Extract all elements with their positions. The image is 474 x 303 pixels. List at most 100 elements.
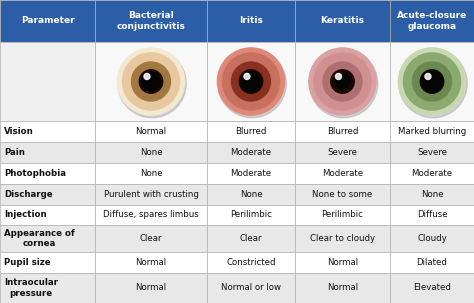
Bar	[0, 225, 95, 252]
Text: Severe: Severe	[328, 148, 357, 157]
Text: Normal: Normal	[327, 258, 358, 267]
Bar	[0, 142, 95, 163]
Circle shape	[218, 49, 286, 118]
Text: None: None	[140, 169, 162, 178]
Bar	[390, 205, 474, 225]
Bar	[295, 163, 390, 184]
Bar	[207, 225, 295, 252]
Text: Clear to cloudy: Clear to cloudy	[310, 234, 375, 243]
Circle shape	[241, 72, 261, 92]
Bar	[0, 42, 95, 122]
Bar	[390, 0, 474, 42]
Circle shape	[399, 48, 465, 115]
Bar	[95, 225, 207, 252]
Bar	[0, 0, 95, 42]
Text: Constricted: Constricted	[226, 258, 276, 267]
Bar	[0, 205, 95, 225]
Bar	[295, 142, 390, 163]
Text: Normal: Normal	[327, 284, 358, 292]
Circle shape	[335, 74, 350, 89]
Bar	[295, 0, 390, 42]
Bar	[0, 163, 95, 184]
Bar	[295, 42, 390, 122]
Circle shape	[239, 70, 263, 93]
Bar	[95, 142, 207, 163]
Text: Normal or low: Normal or low	[221, 284, 281, 292]
Circle shape	[425, 73, 431, 79]
Bar	[207, 163, 295, 184]
Bar	[207, 205, 295, 225]
Circle shape	[421, 71, 443, 92]
Circle shape	[399, 49, 467, 118]
Text: Moderate: Moderate	[322, 169, 363, 178]
Circle shape	[412, 62, 451, 101]
Circle shape	[139, 70, 163, 93]
Text: Diffuse: Diffuse	[417, 210, 447, 219]
Text: Appearance of
cornea: Appearance of cornea	[4, 229, 75, 248]
Text: None: None	[240, 190, 262, 199]
Circle shape	[142, 72, 160, 91]
Circle shape	[331, 70, 354, 93]
Circle shape	[403, 53, 461, 110]
Bar	[390, 252, 474, 273]
Text: Clear: Clear	[240, 234, 262, 243]
Text: Acute-closure
glaucoma: Acute-closure glaucoma	[397, 11, 467, 31]
Text: Normal: Normal	[136, 127, 166, 136]
Circle shape	[336, 73, 341, 79]
Circle shape	[309, 49, 378, 118]
Circle shape	[118, 49, 186, 118]
Text: Moderate: Moderate	[230, 148, 272, 157]
Text: Diffuse, spares limbus: Diffuse, spares limbus	[103, 210, 199, 219]
Text: Cloudy: Cloudy	[417, 234, 447, 243]
Circle shape	[420, 70, 444, 93]
Bar	[390, 225, 474, 252]
Circle shape	[144, 73, 150, 79]
Bar	[295, 273, 390, 303]
Circle shape	[309, 48, 376, 115]
Bar	[295, 205, 390, 225]
Text: Marked blurring: Marked blurring	[398, 127, 466, 136]
Text: Moderate: Moderate	[411, 169, 453, 178]
Circle shape	[231, 62, 271, 101]
Bar	[0, 184, 95, 205]
Bar	[95, 184, 207, 205]
Bar	[207, 0, 295, 42]
Bar	[207, 42, 295, 122]
Text: Perilimbic: Perilimbic	[321, 210, 364, 219]
Text: Normal: Normal	[136, 284, 166, 292]
Text: Clear: Clear	[140, 234, 162, 243]
Bar	[207, 122, 295, 142]
Circle shape	[131, 62, 171, 101]
Text: Moderate: Moderate	[230, 169, 272, 178]
Text: Iritis: Iritis	[239, 16, 263, 25]
Text: Intraocular
pressure: Intraocular pressure	[4, 278, 58, 298]
Bar	[95, 42, 207, 122]
Circle shape	[122, 53, 180, 110]
Text: None: None	[140, 148, 162, 157]
Text: Perilimbic: Perilimbic	[230, 210, 272, 219]
Text: None to some: None to some	[312, 190, 373, 199]
Circle shape	[314, 53, 371, 110]
Bar	[390, 42, 474, 122]
Bar	[207, 142, 295, 163]
Text: Blurred: Blurred	[235, 127, 267, 136]
Bar	[95, 252, 207, 273]
Bar	[207, 252, 295, 273]
Text: Photophobia: Photophobia	[4, 169, 66, 178]
Bar	[295, 184, 390, 205]
Bar	[0, 252, 95, 273]
Bar	[0, 273, 95, 303]
Circle shape	[218, 48, 284, 115]
Bar	[0, 122, 95, 142]
Bar	[390, 273, 474, 303]
Text: Injection: Injection	[4, 210, 46, 219]
Bar	[390, 184, 474, 205]
Bar	[95, 205, 207, 225]
Text: Purulent with crusting: Purulent with crusting	[103, 190, 199, 199]
Bar	[95, 163, 207, 184]
Text: Discharge: Discharge	[4, 190, 53, 199]
Text: Normal: Normal	[136, 258, 166, 267]
Bar	[390, 163, 474, 184]
Text: Keratitis: Keratitis	[320, 16, 365, 25]
Bar	[207, 273, 295, 303]
